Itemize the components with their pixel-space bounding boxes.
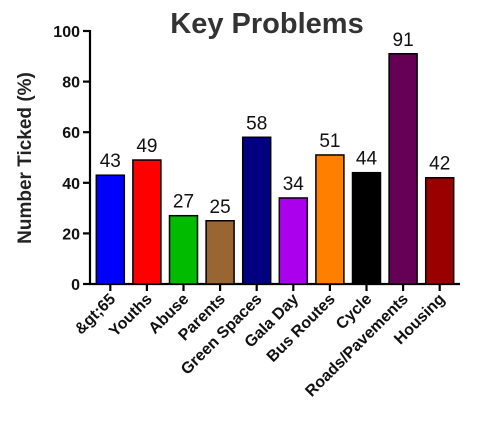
y-tick-label: 100 [53, 24, 80, 41]
data-label: 25 [210, 197, 231, 218]
bar [278, 197, 309, 285]
data-label: 49 [136, 136, 157, 157]
data-label: 91 [393, 30, 414, 51]
data-label: 58 [246, 113, 267, 134]
y-tick-label: 40 [62, 176, 80, 193]
bar [424, 176, 455, 285]
data-label: 34 [283, 174, 305, 195]
y-tick-label: 80 [62, 75, 80, 92]
bar [388, 53, 418, 285]
data-label: 44 [356, 149, 378, 170]
y-axis: 0 20 40 60 80 100 [53, 24, 92, 294]
y-tick-label: 20 [62, 226, 80, 243]
y-tick-label: 0 [71, 277, 80, 294]
y-axis-label: Number Ticked (%) [15, 72, 36, 244]
bar [132, 159, 162, 285]
chart-title: Key Problems [170, 8, 363, 40]
bar [315, 154, 345, 285]
data-label: 42 [429, 154, 450, 175]
bar [168, 214, 199, 285]
y-tick-label: 60 [62, 125, 80, 142]
bar [351, 171, 382, 285]
bars [95, 53, 455, 285]
bar [205, 220, 235, 285]
x-axis [89, 282, 460, 291]
data-labels: 43 49 27 25 58 34 51 44 91 42 [100, 30, 451, 218]
data-label: 43 [100, 151, 121, 172]
bar [95, 174, 126, 285]
data-label: 27 [173, 192, 194, 213]
bar [241, 136, 272, 285]
data-label: 51 [319, 131, 340, 152]
